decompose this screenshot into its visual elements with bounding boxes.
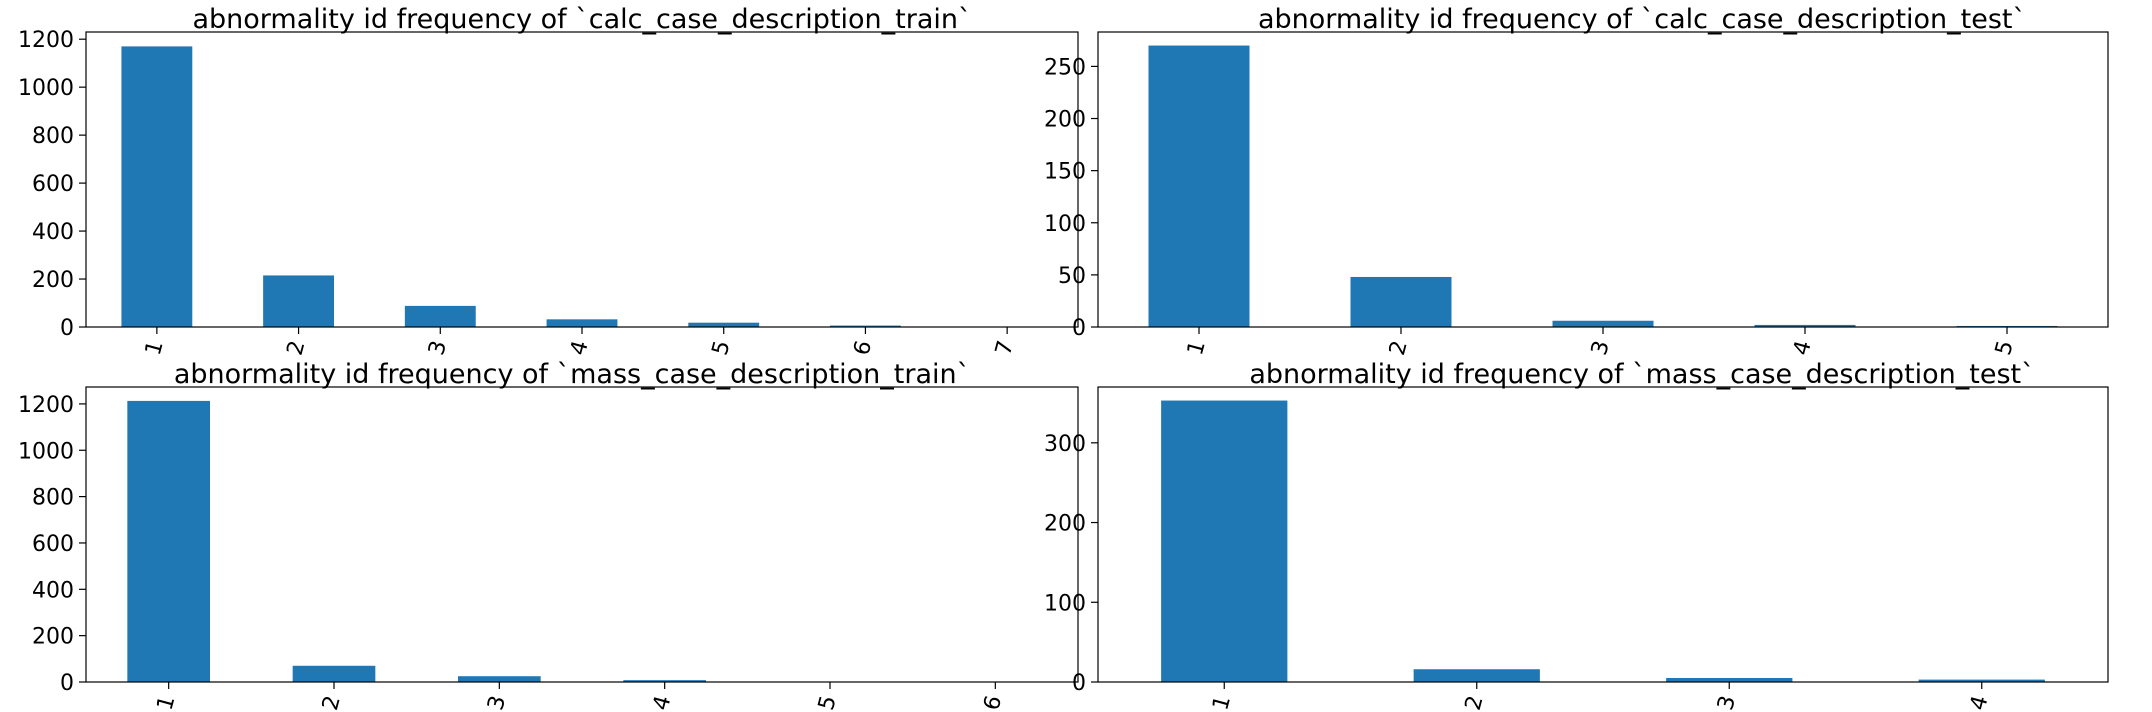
bar-4 — [623, 680, 706, 682]
y-tick-label: 1200 — [18, 393, 74, 418]
bar-4 — [546, 319, 618, 327]
x-tick-label: 3 — [1587, 338, 1615, 358]
plot-frame — [85, 386, 1079, 683]
chart-calc-train: abnormality id frequency of `calc_case_d… — [18, 4, 1079, 358]
x-tick-label: 3 — [424, 338, 452, 358]
x-tick-label: 2 — [318, 693, 346, 712]
bar-3 — [458, 676, 541, 682]
bar-1 — [1148, 45, 1250, 328]
x-tick-label: 5 — [708, 338, 736, 358]
x-tick-label: 1 — [1208, 693, 1236, 712]
bar-1 — [1161, 400, 1288, 682]
bar-1 — [121, 46, 193, 327]
x-tick-label: 4 — [1966, 693, 1994, 712]
x-tick-label: 4 — [1789, 338, 1817, 358]
x-tick-label: 2 — [283, 338, 311, 358]
bar-4 — [1918, 679, 2045, 682]
x-tick-label: 3 — [1713, 693, 1741, 712]
y-tick-label: 100 — [1044, 591, 1086, 616]
x-tick-label: 4 — [566, 338, 594, 358]
y-tick-label: 150 — [1044, 160, 1086, 185]
bar-3 — [1666, 678, 1793, 682]
x-tick-label: 4 — [649, 693, 677, 712]
x-tick-label: 7 — [991, 338, 1019, 358]
y-tick-label: 600 — [32, 532, 74, 557]
plot-frame — [1097, 386, 2109, 683]
x-tick-label: 2 — [1385, 338, 1413, 358]
chart-title: abnormality id frequency of `calc_case_d… — [192, 4, 971, 35]
bar-2 — [292, 665, 376, 682]
plot-frame — [85, 31, 1079, 328]
bar-2 — [1413, 669, 1540, 682]
y-tick-label: 800 — [32, 124, 74, 149]
y-tick-label: 1000 — [18, 439, 74, 464]
bar-3 — [404, 305, 476, 327]
bar-3 — [1552, 320, 1654, 327]
x-tick-label: 1 — [153, 693, 181, 712]
y-tick-label: 0 — [1072, 316, 1086, 341]
chart-mass-test: abnormality id frequency of `mass_case_d… — [1044, 359, 2109, 712]
bar-2 — [263, 275, 334, 327]
x-tick-label: 6 — [979, 693, 1007, 712]
y-tick-label: 300 — [1044, 432, 1086, 457]
y-tick-label: 400 — [32, 578, 74, 603]
x-tick-label: 1 — [1183, 338, 1211, 358]
y-tick-label: 200 — [1044, 512, 1086, 537]
bar-6 — [830, 325, 901, 327]
y-tick-label: 0 — [60, 671, 74, 696]
chart-title: abnormality id frequency of `mass_case_d… — [1249, 359, 2034, 390]
x-tick-label: 3 — [483, 693, 511, 712]
y-tick-label: 200 — [1044, 108, 1086, 133]
x-tick-label: 6 — [849, 338, 877, 358]
x-tick-label: 5 — [1991, 338, 2019, 358]
y-tick-label: 1200 — [18, 28, 74, 53]
bar-4 — [1754, 324, 1856, 327]
y-tick-label: 800 — [32, 486, 74, 511]
y-tick-label: 600 — [32, 172, 74, 197]
chart-title: abnormality id frequency of `mass_case_d… — [174, 359, 970, 390]
bar-5 — [688, 322, 760, 327]
y-tick-label: 200 — [32, 268, 74, 293]
y-tick-label: 200 — [32, 625, 74, 650]
bar-2 — [1350, 276, 1452, 327]
chart-mass-train: abnormality id frequency of `mass_case_d… — [18, 359, 1079, 712]
y-tick-label: 50 — [1058, 264, 1086, 289]
y-tick-label: 1000 — [18, 76, 74, 101]
bar-1 — [127, 400, 210, 682]
x-tick-label: 2 — [1461, 693, 1489, 712]
x-tick-label: 1 — [141, 338, 169, 358]
y-tick-label: 250 — [1044, 55, 1086, 80]
chart-title: abnormality id frequency of `calc_case_d… — [1258, 4, 2026, 35]
y-tick-label: 0 — [60, 316, 74, 341]
y-tick-label: 400 — [32, 220, 74, 245]
x-tick-label: 5 — [814, 693, 842, 712]
y-tick-label: 100 — [1044, 212, 1086, 237]
y-tick-label: 0 — [1072, 671, 1086, 696]
chart-calc-test: abnormality id frequency of `calc_case_d… — [1044, 4, 2109, 358]
